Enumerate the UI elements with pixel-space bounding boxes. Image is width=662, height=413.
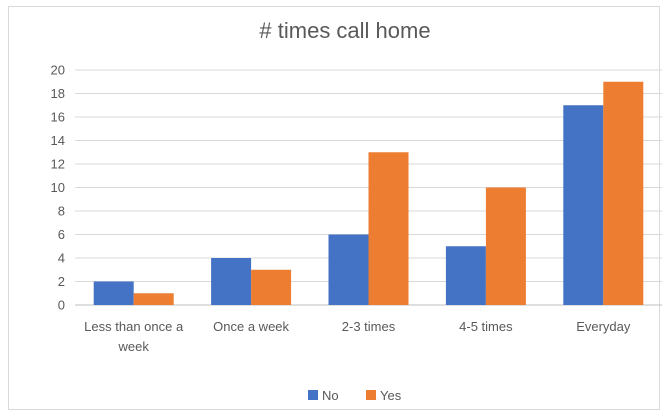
- bar-yes-2: [368, 152, 409, 305]
- y-tick-label: 20: [51, 63, 65, 78]
- x-tick-label: 4-5 times: [459, 319, 513, 334]
- y-tick-label: 6: [58, 227, 65, 242]
- legend-label-yes: Yes: [380, 388, 402, 403]
- chart-frame: [8, 6, 660, 410]
- y-tick-label: 4: [58, 251, 65, 266]
- x-tick-label-line: Less than once a: [84, 319, 184, 334]
- x-axis: Less than once a week Once a week 2-3 times…: [84, 319, 631, 354]
- y-tick-label: 12: [51, 157, 65, 172]
- bar-yes-3: [485, 187, 526, 305]
- bar-no-1: [211, 258, 252, 305]
- bar-no-2: [328, 234, 369, 305]
- y-tick-label: 14: [51, 133, 65, 148]
- y-tick-label: 2: [58, 274, 65, 289]
- x-tick-label: 2-3 times: [342, 319, 396, 334]
- bars: [93, 81, 644, 305]
- bar-yes-1: [251, 269, 292, 305]
- x-tick-label-line: 4-5 times: [459, 319, 513, 334]
- legend: No Yes: [308, 388, 402, 403]
- bar-no-0: [93, 281, 134, 305]
- y-tick-label: 0: [58, 298, 65, 313]
- y-tick-label: 16: [51, 110, 65, 125]
- x-tick-label: Once a week: [213, 319, 289, 334]
- x-tick-label: Less than once a week: [84, 319, 184, 354]
- bar-yes-0: [133, 293, 174, 305]
- legend-swatch-yes: [366, 390, 376, 400]
- legend-label-no: No: [322, 388, 339, 403]
- chart-title: # times call home: [259, 18, 430, 43]
- y-tick-label: 10: [51, 180, 65, 195]
- y-axis: 0 2 4 6 8 10 12 14 16 18 20: [51, 63, 65, 313]
- bar-yes-4: [603, 81, 644, 305]
- x-tick-label-line: Everyday: [576, 319, 631, 334]
- bar-no-4: [563, 105, 604, 305]
- x-tick-label-line: week: [118, 339, 150, 354]
- x-tick-label: Everyday: [576, 319, 631, 334]
- y-tick-label: 8: [58, 204, 65, 219]
- bar-no-3: [445, 246, 486, 305]
- y-tick-label: 18: [51, 86, 65, 101]
- x-tick-label-line: 2-3 times: [342, 319, 396, 334]
- legend-swatch-no: [308, 390, 318, 400]
- x-tick-label-line: Once a week: [213, 319, 289, 334]
